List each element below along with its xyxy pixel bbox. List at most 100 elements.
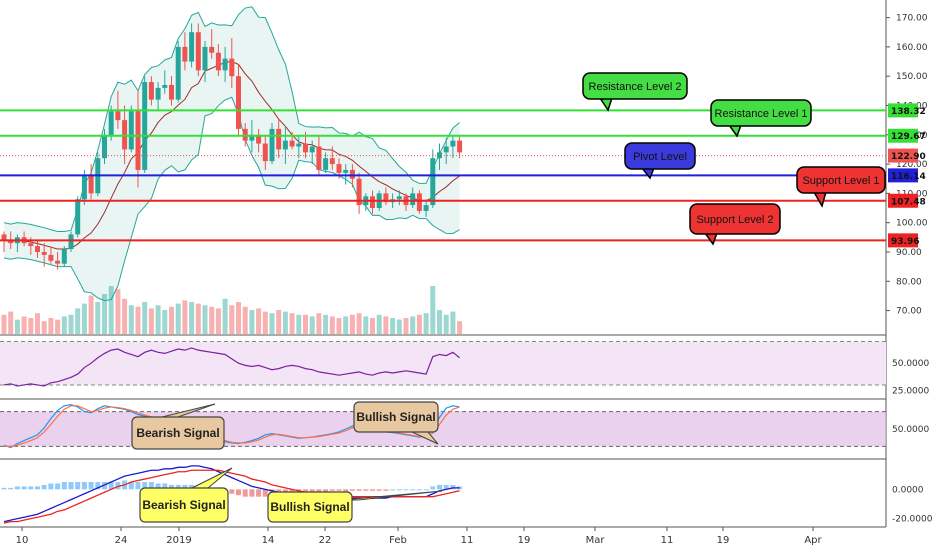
macd-histogram-bar bbox=[316, 489, 322, 493]
callout-label-1: Resistance Level 1 bbox=[715, 108, 808, 120]
macd-histogram-bar bbox=[21, 486, 27, 490]
candle-body bbox=[356, 178, 362, 206]
candle-body bbox=[8, 240, 14, 244]
callout-label-0: Resistance Level 2 bbox=[589, 81, 682, 93]
macd-histogram-bar bbox=[102, 482, 107, 490]
signal-label-0: Bearish Signal bbox=[136, 426, 219, 440]
callout-label-2: Pivot Level bbox=[633, 151, 687, 163]
volume-bar bbox=[262, 311, 268, 334]
volume-bar bbox=[249, 310, 255, 334]
macd-histogram-bar bbox=[410, 489, 416, 491]
callout-box-0 bbox=[582, 72, 688, 100]
candle-body bbox=[437, 152, 442, 159]
macd-histogram-bar bbox=[329, 489, 335, 491]
macd-histogram-bar bbox=[396, 489, 402, 491]
macd-histogram-bar bbox=[81, 482, 87, 490]
price-tick-label: 170.00 bbox=[896, 14, 928, 24]
macd-histogram-bar bbox=[135, 482, 141, 490]
candle-body bbox=[349, 169, 355, 179]
time-tick-label: 11 bbox=[461, 535, 474, 546]
callout-box-3 bbox=[796, 166, 886, 194]
candle-body bbox=[296, 143, 302, 147]
callout-label-3: Support Level 1 bbox=[802, 175, 879, 187]
macd-histogram-bar bbox=[383, 489, 389, 491]
macd-histogram-bar bbox=[370, 489, 375, 491]
candle-body bbox=[88, 175, 94, 194]
macd-histogram-bar bbox=[162, 483, 168, 490]
volume-bar bbox=[303, 314, 308, 334]
volume-bar bbox=[430, 286, 436, 334]
candle-body bbox=[55, 260, 61, 264]
callout-label-4: Support Level 2 bbox=[696, 214, 773, 226]
macd-histogram-bar bbox=[155, 483, 161, 490]
candle-body bbox=[81, 175, 87, 200]
candle-body bbox=[182, 46, 188, 62]
candle-body bbox=[450, 140, 456, 147]
candle-body bbox=[115, 111, 121, 121]
level-price-badge bbox=[888, 128, 918, 143]
macd-histogram-bar bbox=[423, 489, 429, 491]
time-tick-label: 2019 bbox=[166, 535, 191, 546]
macd-histogram-bar bbox=[390, 489, 396, 491]
candle-body bbox=[135, 111, 141, 170]
macd-histogram-bar bbox=[403, 489, 409, 491]
candle-body bbox=[175, 46, 181, 100]
macd-panel-bg bbox=[0, 460, 886, 526]
volume-bar bbox=[296, 314, 302, 334]
candle-body bbox=[128, 111, 134, 150]
volume-bar bbox=[242, 306, 248, 334]
volume-bar bbox=[102, 294, 107, 334]
macd-histogram-bar bbox=[229, 489, 235, 494]
panel-backgrounds bbox=[0, 0, 887, 528]
volume-bar bbox=[95, 302, 101, 334]
volume-bar bbox=[135, 306, 141, 334]
price-tick-label: 100.00 bbox=[896, 219, 928, 229]
macd-histogram-bar bbox=[450, 484, 456, 490]
volume-bar bbox=[68, 314, 74, 334]
candle-body bbox=[209, 46, 215, 53]
macd-histogram-bar bbox=[55, 483, 61, 490]
time-tick-label: 11 bbox=[661, 535, 674, 546]
volume-bar bbox=[189, 302, 195, 334]
bollinger-band-fill bbox=[4, 6, 460, 301]
volume-bar bbox=[14, 319, 20, 334]
volume-bar bbox=[81, 303, 87, 334]
candle-body bbox=[276, 128, 282, 150]
volume-bar bbox=[75, 308, 81, 334]
candle-body bbox=[75, 199, 81, 235]
time-tick-label: 19 bbox=[717, 535, 730, 546]
macd-histogram-bar bbox=[48, 483, 54, 490]
candle-body bbox=[68, 234, 74, 250]
volume-bar bbox=[396, 319, 402, 334]
time-tick-label: Apr bbox=[804, 535, 822, 546]
volume-bar bbox=[443, 314, 449, 334]
level-price-badge bbox=[888, 103, 918, 118]
volume-bar bbox=[41, 321, 47, 334]
rsi-tick-label: 50.0000 bbox=[892, 359, 929, 369]
macd-histogram-bar bbox=[256, 489, 262, 497]
macd-histogram-bar bbox=[1, 487, 7, 490]
signal-box-2 bbox=[139, 487, 229, 523]
macd-histogram-bar bbox=[35, 486, 40, 490]
volume-bar bbox=[343, 316, 349, 334]
macd-histogram-bar bbox=[115, 482, 121, 490]
macd-histogram-bar bbox=[343, 489, 349, 493]
volume-bar bbox=[128, 305, 134, 334]
signal-box-1 bbox=[353, 401, 439, 433]
pivot-levels bbox=[0, 109, 886, 242]
macd-histogram-bar bbox=[128, 482, 134, 490]
volume-bar bbox=[148, 308, 154, 334]
candle-body bbox=[370, 196, 375, 209]
macd-histogram-bar bbox=[169, 484, 174, 490]
candle-body bbox=[236, 76, 241, 129]
volume-bar bbox=[356, 313, 362, 334]
volume-bar bbox=[222, 298, 228, 334]
volume-bar bbox=[370, 318, 375, 334]
candle-body bbox=[249, 134, 255, 141]
candle-body bbox=[269, 128, 275, 162]
volume-bar bbox=[437, 310, 442, 334]
callout-pointer-0 bbox=[598, 97, 614, 112]
macd-histogram-bar bbox=[349, 489, 355, 491]
level-callouts: Resistance Level 2 Resistance Level 1 Pivo… bbox=[582, 72, 886, 246]
